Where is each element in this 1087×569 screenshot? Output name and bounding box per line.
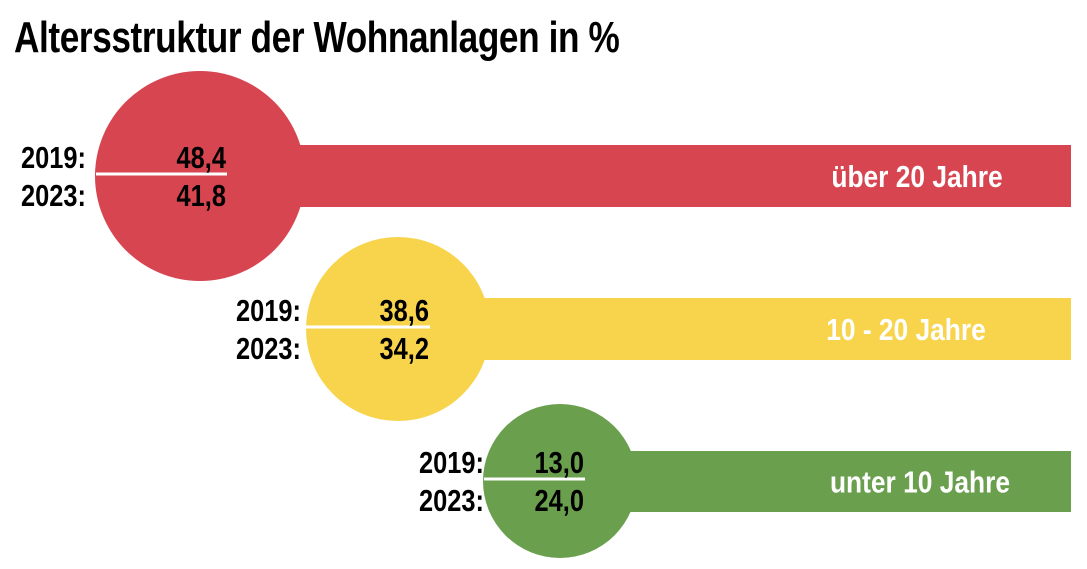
- value-2023: 24,0: [535, 484, 584, 519]
- value-2023: 41,8: [177, 179, 226, 214]
- category-bar: [560, 451, 1071, 512]
- value-2019: 48,4: [177, 141, 227, 176]
- year-label-2023: 2023:: [236, 332, 301, 367]
- year-label-2019: 2019:: [236, 294, 301, 329]
- year-label-2019: 2019:: [419, 446, 484, 481]
- value-2023: 34,2: [380, 332, 429, 367]
- category-bar: [200, 145, 1071, 207]
- chart-title: Altersstruktur der Wohnanlagen in %: [14, 13, 620, 62]
- year-label-2019: 2019:: [21, 141, 86, 176]
- category-circle: [306, 237, 490, 421]
- year-label-2023: 2023:: [419, 484, 484, 519]
- category-label: 10 - 20 Jahre: [826, 313, 986, 347]
- category-bar: [398, 298, 1071, 360]
- category-group: 2019: 13,0 2023: 24,0 unter 10 Jahre: [419, 404, 1071, 558]
- category-circle: [483, 404, 637, 558]
- category-group: 2019: 48,4 2023: 41,8 über 20 Jahre: [21, 71, 1071, 281]
- value-2019: 13,0: [535, 446, 584, 481]
- category-circle: [95, 71, 305, 281]
- value-2019: 38,6: [380, 294, 429, 329]
- category-label: über 20 Jahre: [831, 160, 1002, 194]
- category-group: 2019: 38,6 2023: 34,2 10 - 20 Jahre: [236, 237, 1071, 421]
- category-label: unter 10 Jahre: [830, 466, 1010, 500]
- year-label-2023: 2023:: [21, 179, 86, 214]
